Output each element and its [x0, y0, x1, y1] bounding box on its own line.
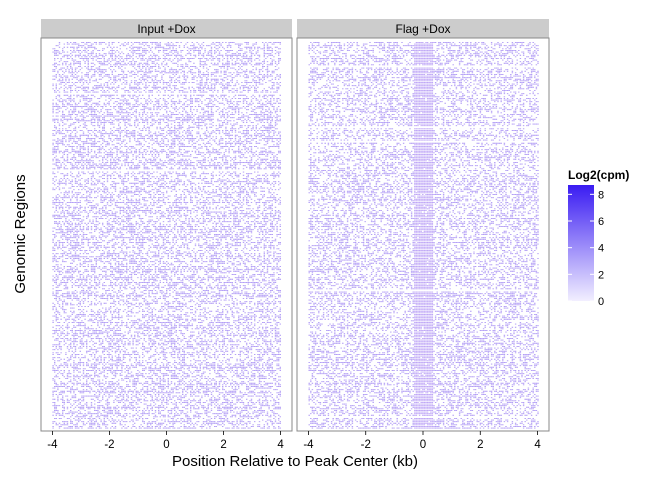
x-tick-label: 0 [163, 439, 169, 451]
x-tick-label: 0 [420, 439, 426, 451]
legend-title: Log2(cpm) [568, 168, 629, 182]
facet-input-cells [52, 42, 282, 429]
legend-tick-label: 2 [598, 269, 604, 281]
legend-tick-label: 4 [598, 243, 604, 255]
x-tick-label: 2 [220, 439, 226, 451]
facet-flag: Flag +Dox [296, 19, 550, 432]
legend-tick-label: 8 [598, 189, 604, 201]
facet-flag-strip [297, 19, 549, 38]
x-axis-input: -4 -2 0 2 4 [47, 431, 284, 451]
x-tick-label: 2 [477, 439, 483, 451]
legend-tick-label: 6 [598, 216, 604, 228]
x-tick-label: 4 [534, 439, 541, 451]
color-legend: Log2(cpm) 8 6 4 2 0 [568, 168, 629, 308]
facet-input: Input +Dox [40, 19, 293, 432]
heatmap-center-cells-1 [414, 42, 434, 429]
legend-colorbar [568, 185, 594, 301]
x-tick-label: 4 [277, 439, 284, 451]
legend-ticks: 8 6 4 2 0 [568, 189, 604, 308]
x-tick-label: -2 [104, 439, 114, 451]
facet-input-title: Input +Dox [137, 22, 195, 36]
heatmap-cells-0 [52, 42, 282, 429]
legend-tick-label: 0 [598, 296, 604, 308]
heatmap-cells-1 [308, 42, 539, 429]
x-tick-label: -2 [361, 439, 371, 451]
facet-input-strip [41, 19, 292, 38]
y-axis-title: Genomic Regions [12, 174, 29, 293]
facet-flag-title: Flag +Dox [395, 22, 450, 36]
x-axis-flag: -4 -2 0 2 4 [303, 431, 541, 451]
x-axis-title: Position Relative to Peak Center (kb) [172, 453, 418, 470]
x-tick-label: -4 [303, 439, 314, 451]
facet-flag-cells [308, 42, 539, 429]
x-tick-label: -4 [47, 439, 58, 451]
